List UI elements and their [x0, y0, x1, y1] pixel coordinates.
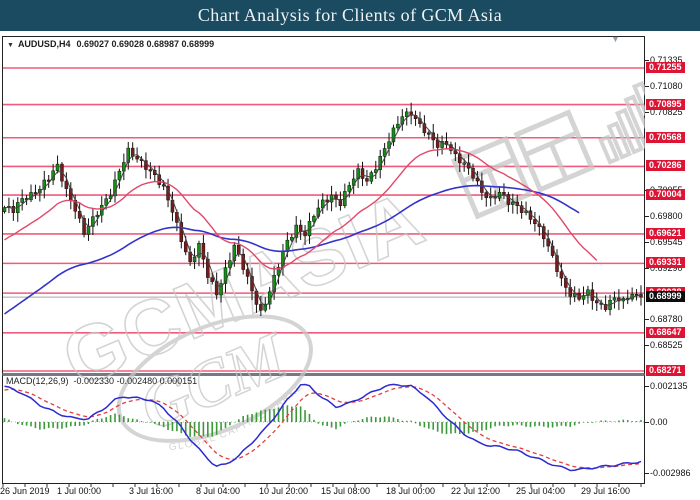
time-tick-label: 29 Jul 16:00 — [581, 486, 631, 496]
level-price-label: 0.69331 — [646, 257, 685, 269]
level-price-label: 0.68271 — [646, 364, 685, 376]
price-tick: 0.69545 — [645, 236, 683, 247]
price-tick: 0.71080 — [645, 80, 683, 91]
symbol-label: AUDUSD,H4 — [17, 39, 71, 49]
level-price-label: 0.70568 — [646, 131, 685, 143]
level-price-label: 0.71255 — [646, 62, 685, 73]
chart-window[interactable]: GCMASIA GCM GLOBAL CAPITAL MARKETS — [0, 36, 645, 498]
page-title: Chart Analysis for Clients of GCM Asia — [197, 5, 503, 25]
level-price-label: 0.70004 — [646, 189, 685, 201]
time-tick-label: 18 Jul 00:00 — [386, 486, 436, 496]
current-price-label: 0.68999 — [646, 291, 685, 303]
macd-values: -0.002330 -0.002480 0.000151 — [73, 376, 198, 386]
macd-scale-tick: 0.00 — [645, 417, 668, 427]
level-price-label: 0.69621 — [646, 227, 685, 239]
macd-scale-tick: 0.002135 — [645, 380, 688, 391]
time-tick-label: 8 Jul 04:00 — [196, 486, 241, 496]
price-tick: 0.68525 — [645, 340, 683, 351]
time-tick-label: 3 Jul 16:00 — [129, 486, 174, 496]
time-axis[interactable]: 26 Jun 2019 1 Jul 00:00 3 Jul 16:00 8 Jul 0… — [0, 486, 700, 500]
level-price-label: 0.70895 — [646, 98, 685, 110]
time-tick-label: 15 Jul 08:00 — [321, 486, 371, 496]
chevron-down-icon[interactable]: ▼ — [7, 42, 14, 49]
time-tick-label: 26 Jun 2019 — [0, 486, 50, 496]
scroll-marker-icon[interactable]: ▼ — [611, 34, 620, 44]
time-tick-label: 22 Jul 12:00 — [451, 486, 501, 496]
macd-name: MACD(12,26,9) — [6, 376, 69, 386]
time-tick-label: 1 Jul 00:00 — [57, 486, 102, 496]
price-axis[interactable]: 0.713350.710800.708250.700550.698000.695… — [645, 0, 700, 500]
macd-scale-tick: -0.002986 — [645, 467, 691, 478]
price-tick: 0.69800 — [645, 210, 683, 221]
level-price-label: 0.68647 — [646, 326, 685, 338]
price-tick: 0.70825 — [645, 106, 683, 117]
price-tick: 0.71335 — [645, 54, 683, 65]
price-tick: 0.68780 — [645, 314, 683, 325]
ohlc-quotes: 0.69027 0.69028 0.68987 0.68999 — [76, 39, 215, 49]
time-tick-label: 25 Jul 04:00 — [516, 486, 566, 496]
symbol-quote-header[interactable]: ▼ AUDUSD,H4 0.69027 0.69028 0.68987 0.6899… — [7, 39, 214, 49]
time-tick-label: 10 Jul 20:00 — [259, 486, 309, 496]
macd-indicator-label: MACD(12,26,9) -0.002330 -0.002480 0.00015… — [6, 376, 197, 386]
macd-histogram — [3, 405, 642, 437]
level-price-label: 0.70286 — [646, 160, 685, 172]
title-bar: Chart Analysis for Clients of GCM Asia — [0, 0, 700, 31]
